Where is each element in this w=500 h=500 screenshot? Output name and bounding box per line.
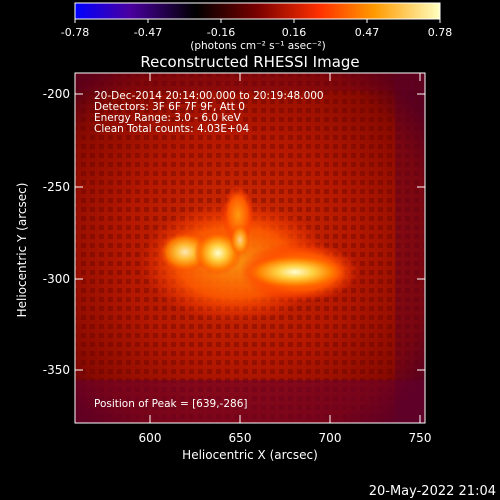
x-axis-tickmarks <box>149 73 421 423</box>
plot-title: Reconstructed RHESSI Image <box>140 53 359 71</box>
colorbar-tick-label: 0.47 <box>355 26 380 39</box>
y-tick-label: -300 <box>43 272 70 286</box>
rhessi-image <box>75 73 425 423</box>
plot-frame <box>74 72 426 424</box>
info-clean-counts: Clean Total counts: 4.03E+04 <box>94 123 250 135</box>
footer-timestamp: 20-May-2022 21:04 <box>369 484 496 499</box>
x-axis-label: Heliocentric X (arcsec) <box>182 448 318 462</box>
colorbar-tick-label: -0.16 <box>207 26 235 39</box>
info-detectors: Detectors: 3F 6F 7F 9F, Att 0 <box>94 101 245 113</box>
colorbar <box>74 2 441 20</box>
info-time-range: 20-Dec-2014 20:14:00.000 to 20:19:48.000 <box>94 90 324 102</box>
y-tick-label: -200 <box>43 87 70 101</box>
colorbar-tick-label: 0.78 <box>428 26 453 39</box>
x-tick-label: 600 <box>139 431 162 445</box>
info-energy-range: Energy Range: 3.0 - 6.0 keV <box>94 112 241 124</box>
colorbar-tick-label: -0.47 <box>134 26 162 39</box>
colorbar-tickmarks <box>74 19 441 23</box>
colorbar-unit-label: (photons cm⁻² s⁻¹ asec⁻²) <box>190 40 325 52</box>
x-tick-label: 650 <box>229 431 252 445</box>
x-tick-label: 700 <box>319 431 342 445</box>
y-tick-label: -350 <box>43 363 70 377</box>
y-tick-label: -250 <box>43 180 70 194</box>
y-axis-tickmarks <box>75 93 425 371</box>
x-tick-label: 750 <box>409 431 432 445</box>
colorbar-tick-label: -0.78 <box>61 26 89 39</box>
colorbar-tick-label: 0.16 <box>282 26 307 39</box>
y-axis-label: Heliocentric Y (arcsec) <box>15 183 29 318</box>
info-peak-position: Position of Peak = [639,-286] <box>94 398 248 410</box>
